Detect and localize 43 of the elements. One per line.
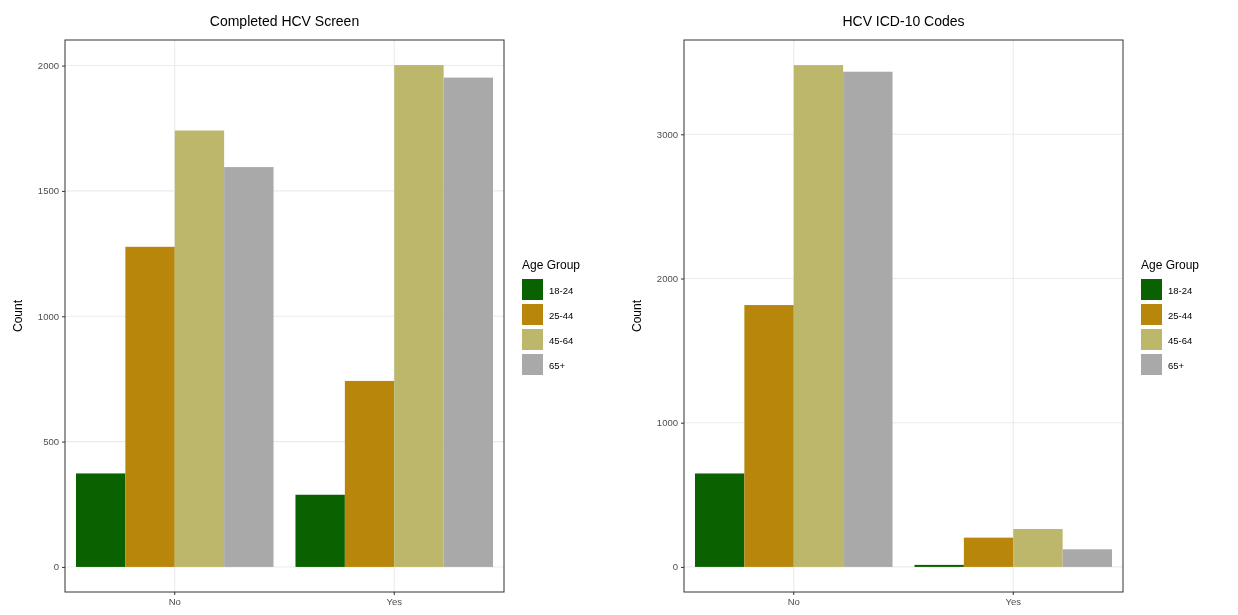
legend-label: 25-44 bbox=[1168, 309, 1193, 321]
bar bbox=[1013, 528, 1063, 567]
y-tick-label: 2000 bbox=[37, 60, 59, 72]
x-tick-label: Yes bbox=[386, 595, 403, 607]
x-tick-label: No bbox=[787, 595, 800, 607]
y-tick-label: 0 bbox=[53, 561, 59, 573]
legend-label: 65+ bbox=[1168, 359, 1185, 371]
y-tick-label: 2000 bbox=[656, 273, 678, 285]
legend-label: 18-24 bbox=[549, 284, 574, 296]
bar bbox=[443, 77, 494, 567]
bar bbox=[793, 65, 844, 567]
y-axis-title: Count bbox=[630, 299, 644, 333]
legend-title: Age Group bbox=[1141, 258, 1200, 272]
legend-label: 45-64 bbox=[1168, 334, 1193, 346]
y-tick-label: 1500 bbox=[37, 185, 59, 197]
legend-label: 25-44 bbox=[549, 309, 574, 321]
legend-label: 65+ bbox=[549, 359, 566, 371]
legend-label: 18-24 bbox=[1168, 284, 1193, 296]
bar bbox=[963, 537, 1014, 567]
bar bbox=[344, 380, 395, 567]
bar bbox=[1062, 549, 1113, 567]
y-axis-title: Count bbox=[11, 299, 25, 333]
bar bbox=[843, 71, 893, 567]
bar bbox=[125, 246, 175, 567]
bar bbox=[75, 473, 126, 567]
x-tick-label: No bbox=[168, 595, 181, 607]
chart-title: Completed HCV Screen bbox=[209, 13, 360, 29]
y-tick-label: 1000 bbox=[656, 417, 678, 429]
bar bbox=[694, 473, 745, 567]
y-tick-label: 3000 bbox=[656, 128, 678, 140]
y-tick-label: 0 bbox=[672, 561, 678, 573]
legend-label: 45-64 bbox=[549, 334, 574, 346]
y-tick-label: 500 bbox=[43, 436, 59, 448]
bar bbox=[914, 564, 964, 567]
x-tick-label: Yes bbox=[1005, 595, 1022, 607]
chart-title: HCV ICD-10 Codes bbox=[842, 13, 965, 29]
bar bbox=[224, 167, 274, 567]
bar bbox=[744, 305, 794, 567]
bar bbox=[295, 494, 345, 567]
bar bbox=[174, 130, 225, 567]
bar bbox=[394, 65, 444, 567]
legend-title: Age Group bbox=[522, 258, 581, 272]
y-tick-label: 1000 bbox=[37, 310, 59, 322]
